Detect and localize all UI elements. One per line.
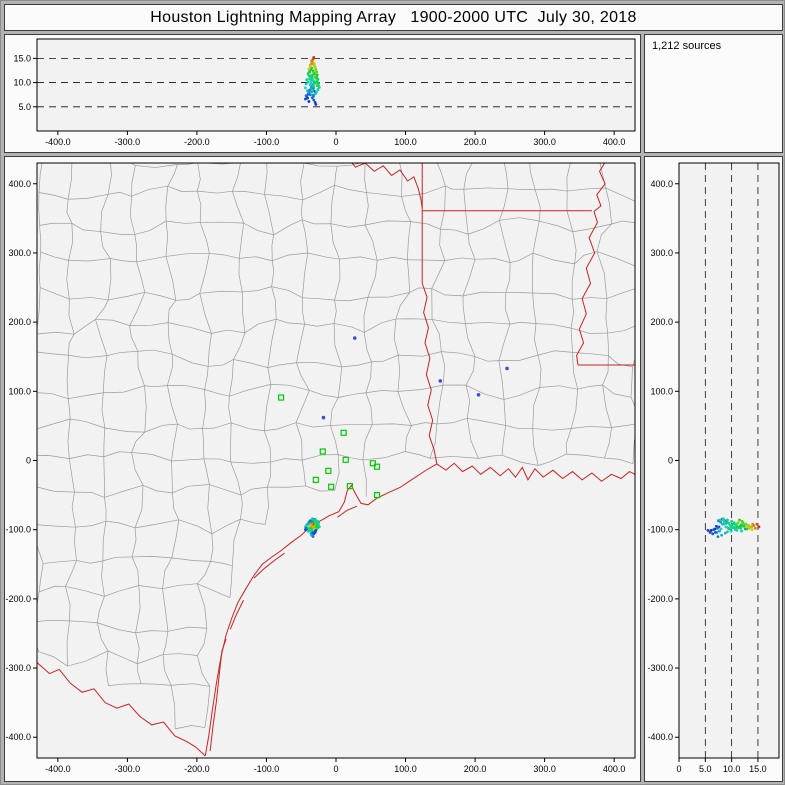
svg-text:200.0: 200.0 [8,317,31,327]
svg-text:-300.0: -300.0 [115,137,141,147]
altitude-eastwest-panel: -400.0 -300.0 -200.0 -100.0 0 100.0 200.0 300.0… [4,34,641,153]
svg-text:-300.0: -300.0 [647,663,673,673]
svg-text:15.0: 15.0 [13,53,31,63]
svg-text:-400.0: -400.0 [45,764,71,774]
svg-text:-300.0: -300.0 [5,663,31,673]
svg-text:-300.0: -300.0 [115,764,141,774]
svg-text:-200.0: -200.0 [5,594,31,604]
svg-text:0: 0 [26,456,31,466]
svg-text:300.0: 300.0 [533,137,556,147]
svg-text:200.0: 200.0 [464,137,487,147]
svg-text:300.0: 300.0 [8,248,31,258]
altitude-northsouth-plot[interactable]: 0 5.0 10.0 15.0 400.0 300.0 200.0 100.0 0 -100.0 -… [645,157,782,781]
svg-text:5.0: 5.0 [699,764,712,774]
svg-text:400.0: 400.0 [603,764,626,774]
window-title: Houston Lightning Mapping Array 1900-200… [150,8,637,26]
svg-text:-100.0: -100.0 [5,525,31,535]
svg-text:100.0: 100.0 [394,137,417,147]
svg-text:5.0: 5.0 [18,102,31,112]
altitude-eastwest-plot[interactable]: -400.0 -300.0 -200.0 -100.0 0 100.0 200.0 300.0… [5,35,640,152]
svg-text:0: 0 [676,764,681,774]
svg-text:-400.0: -400.0 [45,137,71,147]
svg-text:10.0: 10.0 [723,764,741,774]
svg-text:300.0: 300.0 [533,764,556,774]
altitude-northsouth-panel: 0 5.0 10.0 15.0 400.0 300.0 200.0 100.0 0 -100.0 -… [644,156,783,782]
svg-text:-200.0: -200.0 [647,594,673,604]
svg-text:400.0: 400.0 [603,137,626,147]
plan-view-map-panel: -400.0 -300.0 -200.0 -100.0 0 100.0 200.0 300.0… [4,156,641,782]
title-bar: Houston Lightning Mapping Array 1900-200… [4,4,783,31]
source-count-label: 1,212 sources [652,40,722,52]
svg-text:400.0: 400.0 [650,179,673,189]
svg-text:100.0: 100.0 [650,386,673,396]
svg-text:-100.0: -100.0 [254,764,280,774]
svg-text:-200.0: -200.0 [184,764,210,774]
svg-text:200.0: 200.0 [650,317,673,327]
svg-text:-100.0: -100.0 [254,137,280,147]
svg-text:100.0: 100.0 [394,764,417,774]
source-count-panel: 1,212 sources [644,34,783,153]
svg-text:-400.0: -400.0 [647,732,673,742]
svg-text:400.0: 400.0 [8,179,31,189]
svg-text:200.0: 200.0 [464,764,487,774]
svg-text:0: 0 [333,137,338,147]
svg-text:-200.0: -200.0 [184,137,210,147]
svg-text:0: 0 [333,764,338,774]
plan-view-map-plot[interactable]: -400.0 -300.0 -200.0 -100.0 0 100.0 200.0 300.0… [5,157,640,781]
svg-text:0: 0 [668,456,673,466]
svg-text:10.0: 10.0 [13,78,31,88]
svg-text:-400.0: -400.0 [5,732,31,742]
svg-text:300.0: 300.0 [650,248,673,258]
svg-text:100.0: 100.0 [8,386,31,396]
svg-text:15.0: 15.0 [749,764,767,774]
svg-text:-100.0: -100.0 [647,525,673,535]
